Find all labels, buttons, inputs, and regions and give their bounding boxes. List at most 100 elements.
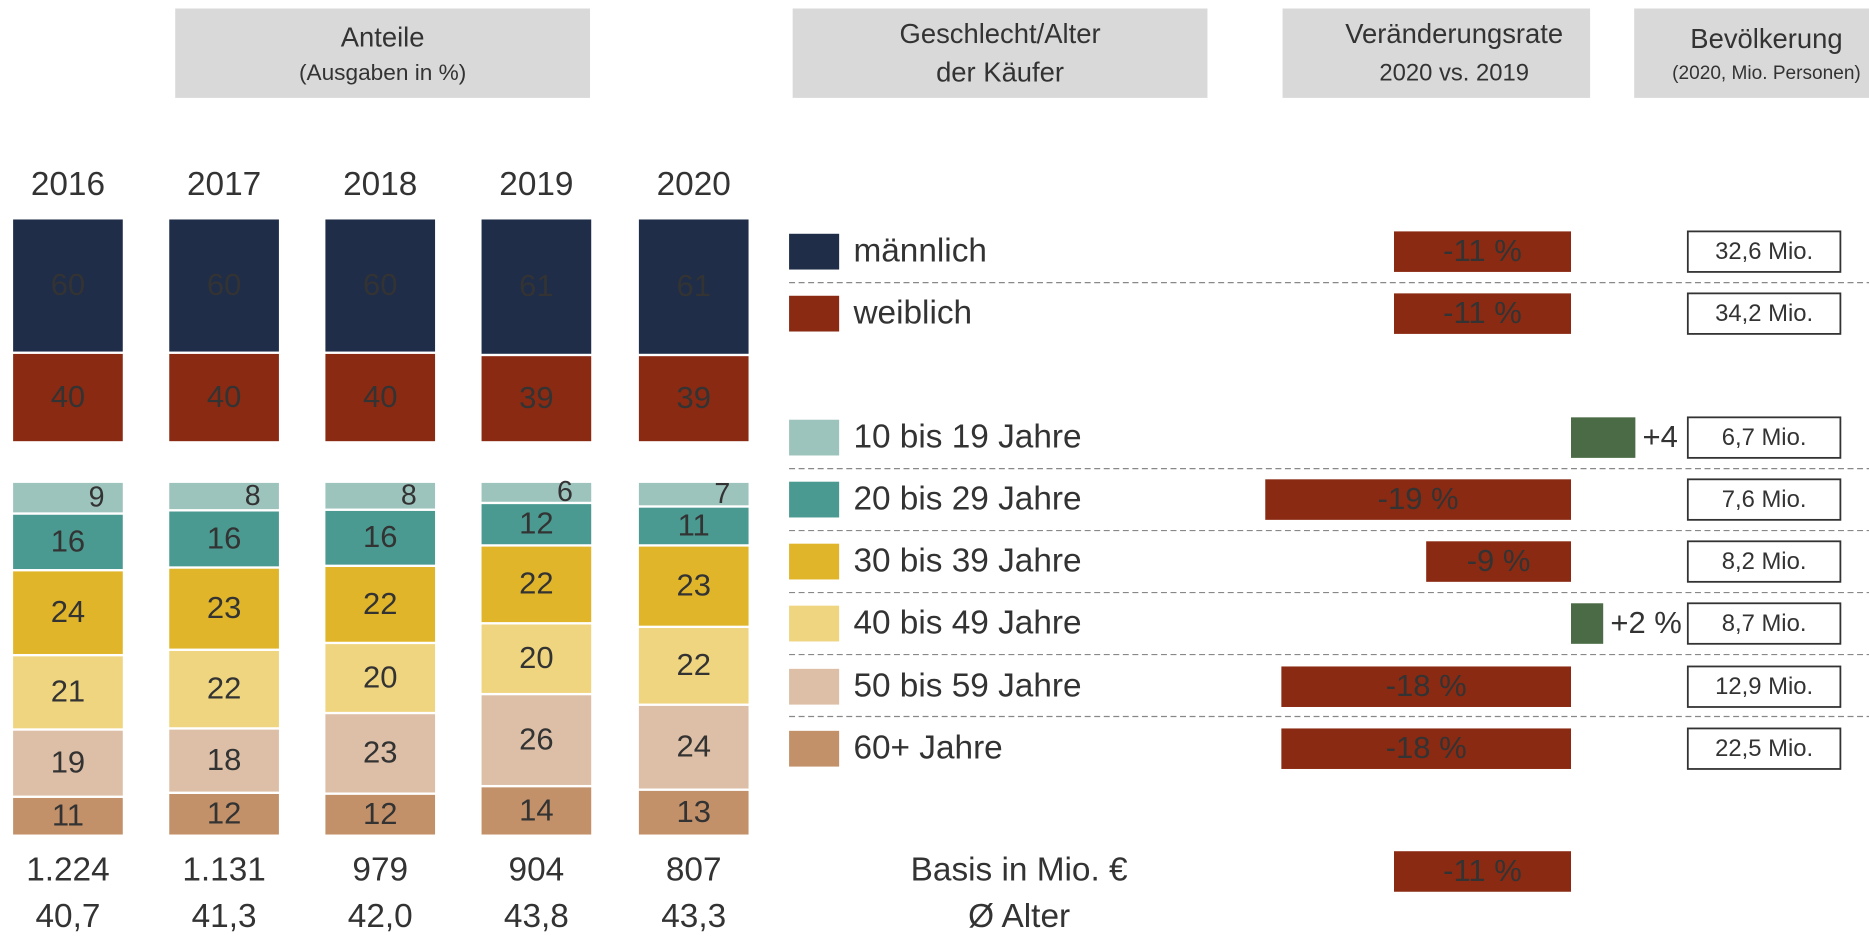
bar-segment (481, 695, 592, 785)
population-box (1686, 602, 1842, 645)
segment-label: 16 (51, 523, 85, 558)
bar-segment (13, 730, 123, 796)
avg-age-label: Ø Alter (968, 898, 1070, 935)
bar-segment (169, 729, 279, 792)
legend-label: 30 bis 39 Jahre (853, 543, 1081, 580)
bar-segment (13, 514, 123, 570)
bar-segment (325, 353, 436, 442)
legend-label: 10 bis 19 Jahre (853, 419, 1081, 456)
population-box (1686, 478, 1842, 521)
bar-segment (169, 482, 279, 510)
totals-label: Basis in Mio. € (911, 851, 1128, 888)
segment-label: 61 (676, 268, 710, 303)
segment-label: 11 (52, 798, 84, 833)
segment-label: 22 (676, 647, 710, 682)
segment-label: 61 (519, 268, 553, 303)
segment-label: 20 (363, 659, 397, 694)
bar-segment (325, 794, 436, 835)
change-bar (1281, 666, 1572, 707)
bar-segment (13, 797, 123, 835)
segment-label: 22 (519, 566, 553, 601)
bar-segment (325, 714, 436, 793)
legend-label: männlich (853, 233, 987, 270)
segment-label: 8 (401, 479, 417, 511)
bar-segment (169, 353, 279, 442)
legend-swatch (789, 419, 840, 456)
change-label: -9 % (1467, 543, 1531, 578)
bar-segment (481, 546, 592, 623)
segment-label: 21 (51, 674, 85, 709)
segment-label: 39 (676, 380, 710, 415)
segment-label: 40 (207, 379, 241, 414)
avg-age-value: 41,3 (192, 898, 257, 935)
segment-label: 7 (714, 478, 730, 510)
header: Geschlecht/Alter (900, 18, 1101, 49)
population-label: 12,9 Mio. (1715, 673, 1813, 700)
segment-label: 22 (207, 670, 241, 705)
bar-segment (481, 787, 592, 835)
change-label: +2 % (1610, 605, 1682, 640)
segment-label: 9 (89, 481, 105, 513)
bar-segment (481, 624, 592, 693)
segment-label: 18 (207, 742, 241, 777)
change-bar (1265, 479, 1572, 520)
total-value: 1.131 (182, 851, 265, 888)
segment-label: 24 (51, 594, 85, 629)
bar-segment (169, 650, 279, 728)
segment-label: 60 (51, 267, 85, 302)
segment-label: 40 (363, 379, 397, 414)
population-box (1686, 540, 1842, 583)
legend-swatch (789, 481, 840, 518)
legend-label: 40 bis 49 Jahre (853, 605, 1081, 642)
bar-segment (638, 628, 749, 704)
population-label: 32,6 Mio. (1715, 238, 1813, 265)
bar-segment (325, 510, 436, 565)
bar-segment (169, 794, 279, 835)
segment-label: 24 (676, 729, 710, 764)
bar-segment (13, 656, 123, 729)
population-label: 8,7 Mio. (1722, 610, 1807, 637)
population-box (1686, 230, 1842, 273)
change-bar (1426, 541, 1572, 582)
total-value: 904 (509, 851, 565, 888)
change-label: -18 % (1386, 730, 1467, 765)
segment-label: 12 (519, 506, 553, 541)
segment-label: 16 (363, 519, 397, 554)
avg-age-value: 42,0 (348, 898, 413, 935)
segment-label: 13 (676, 794, 710, 829)
segment-label: 39 (519, 380, 553, 415)
avg-age-value: 40,7 (35, 898, 100, 935)
legend-label: 50 bis 59 Jahre (853, 668, 1081, 705)
total-value: 1.224 (26, 851, 109, 888)
legend-swatch (789, 295, 840, 332)
bar-segment (13, 571, 123, 654)
segment-label: 60 (207, 267, 241, 302)
segment-label: 20 (519, 640, 553, 675)
bar-segment (325, 567, 436, 642)
segment-label: 40 (51, 379, 85, 414)
change-bar (1281, 728, 1572, 769)
bar-segment (13, 219, 123, 352)
bar-segment (481, 504, 592, 545)
header: Anteile (341, 22, 425, 53)
change-label: -11 % (1443, 853, 1522, 888)
bar-segment (638, 482, 749, 506)
bar-segment (638, 705, 749, 789)
bar-segment (481, 482, 592, 502)
segment-label: 8 (245, 480, 261, 512)
segment-label: 23 (676, 568, 710, 603)
year-label: 2018 (343, 166, 417, 203)
population-label: 34,2 Mio. (1715, 300, 1813, 327)
segment-label: 23 (363, 735, 397, 770)
change-bar (1571, 603, 1604, 644)
bar-segment (13, 482, 123, 513)
bar-segment (638, 790, 749, 835)
header-box (1634, 8, 1869, 98)
bar-segment (169, 568, 279, 649)
change-label: -11 % (1443, 233, 1522, 268)
bar-segment (169, 511, 279, 567)
population-label: 6,7 Mio. (1722, 424, 1807, 451)
change-label: -18 % (1386, 668, 1467, 703)
change-label: -11 % (1443, 295, 1522, 330)
header-box (175, 8, 591, 98)
